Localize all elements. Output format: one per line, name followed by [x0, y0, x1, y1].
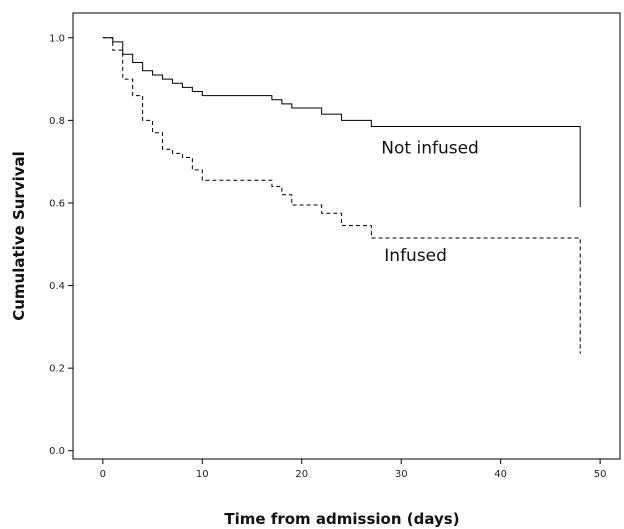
series-labels: Not infused Infused: [381, 138, 479, 265]
series-line-infused: [102, 37, 581, 354]
x-tick-label: 20: [295, 469, 308, 480]
annotation-infused: Infused: [384, 246, 447, 266]
y-tick-label: 0.8: [49, 116, 65, 127]
x-tick-label: 0: [100, 469, 106, 480]
y-tick-label: 0.2: [49, 364, 65, 375]
y-tick-label: 0.6: [49, 198, 65, 209]
y-tick-label: 1.0: [49, 33, 65, 44]
annotation-not-infused: Not infused: [381, 138, 479, 158]
x-tick-label: 10: [196, 469, 209, 480]
x-axis-ticks: 0 10 20 30 40 50: [100, 459, 607, 480]
plot-area-frame: [72, 12, 621, 460]
y-axis-title: Cumulative Survival: [10, 151, 28, 321]
x-tick-label: 30: [395, 469, 408, 480]
y-tick-label: 0.4: [49, 281, 65, 292]
survival-curves: [102, 37, 581, 354]
x-tick-label: 50: [594, 469, 607, 480]
series-line-not-infused: [102, 37, 581, 208]
y-tick-label: 0.0: [49, 446, 65, 457]
x-tick-label: 40: [494, 469, 507, 480]
x-axis-title: Time from admission (days): [224, 510, 459, 528]
y-axis-ticks: 0.0 0.2 0.4 0.6 0.8 1.0: [49, 33, 73, 457]
